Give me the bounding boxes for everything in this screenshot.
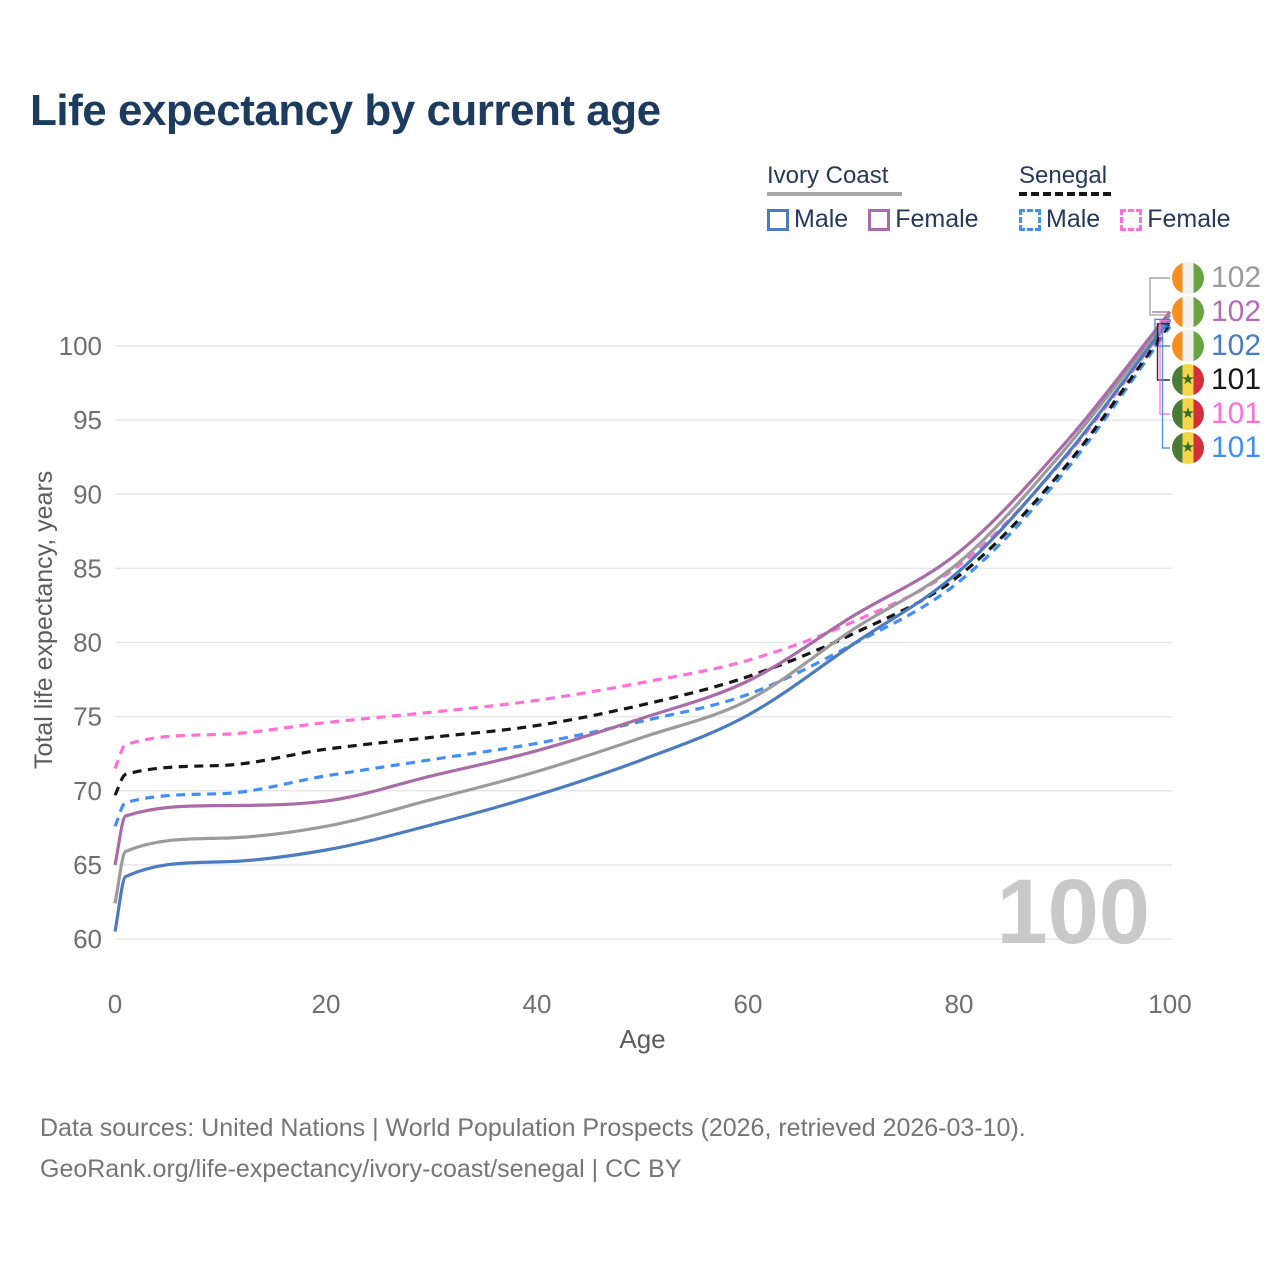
end-label-value: 102: [1211, 329, 1262, 362]
y-tick-label-65: 65: [73, 850, 102, 880]
legend-swatch-solid-blue: [767, 208, 789, 231]
leader-line-senegal-both-sexes: [1156, 323, 1170, 381]
series-line-senegal-both-sexes[interactable]: [113, 322, 1172, 796]
end-label-row-ivory-coast-female: 102: [1172, 295, 1261, 329]
leader-line-senegal-female: [1159, 320, 1170, 415]
end-label-row-senegal-male: ★ 101: [1172, 431, 1261, 465]
leader-line-senegal-male: [1161, 326, 1170, 449]
x-tick-label-20: 20: [312, 989, 341, 1019]
series-end-labels: 102 102 102 ★ 101 ★ 101 ★ 101: [1172, 261, 1261, 465]
series-line-ivory-coast-male[interactable]: [113, 318, 1172, 932]
series-line-ivory-coast-female[interactable]: [113, 310, 1172, 866]
senegal-star-icon: ★: [1181, 438, 1195, 456]
end-label-value: 101: [1211, 363, 1262, 396]
x-tick-label-80: 80: [945, 989, 974, 1019]
legend-item-senegal-female[interactable]: Female: [1120, 205, 1231, 234]
senegal-star-icon: ★: [1181, 404, 1195, 422]
senegal-star-icon: ★: [1181, 370, 1195, 388]
x-tick-label-100: 100: [1148, 989, 1191, 1019]
y-tick-label-75: 75: [73, 702, 102, 732]
legend-item-label: Male: [794, 205, 849, 233]
legend-group-ivory-coast: Ivory Coast Male Female: [767, 163, 999, 234]
y-tick-label-90: 90: [73, 479, 102, 509]
end-label-row-ivory-coast-male: 102: [1172, 329, 1261, 363]
data-sources-line: Data sources: United Nations | World Pop…: [40, 1114, 1026, 1142]
legend-item-ivory-coast-male[interactable]: Male: [767, 205, 848, 234]
x-tick-label-40: 40: [523, 989, 552, 1019]
y-tick-label-85: 85: [73, 553, 102, 583]
x-tick-label-60: 60: [734, 989, 763, 1019]
y-tick-label-60: 60: [73, 924, 102, 954]
y-axis-title: Total life expectancy, years: [30, 470, 58, 770]
legend-group-senegal: Senegal Male Female: [1019, 163, 1251, 234]
legend-country-label: Ivory Coast: [767, 162, 889, 189]
ivory-coast-flag-icon: [1172, 330, 1204, 362]
end-label-row-senegal-both-sexes: ★ 101: [1172, 363, 1261, 397]
end-label-row-ivory-coast-both-sexes: 102: [1172, 261, 1261, 295]
y-tick-label-80: 80: [73, 628, 102, 658]
legend-swatch-solid-purple: [868, 208, 891, 231]
attribution-line: GeoRank.org/life-expectancy/ivory-coast/…: [40, 1155, 682, 1183]
senegal-flag-icon: ★: [1172, 364, 1204, 396]
series-line-senegal-female[interactable]: [113, 319, 1172, 770]
senegal-flag-icon: ★: [1172, 432, 1204, 464]
footer: Data sources: United Nations | World Pop…: [40, 1108, 1026, 1190]
legend-dashed-line-sample: [1019, 192, 1111, 196]
y-tick-label-100: 100: [59, 331, 102, 361]
y-tick-label-95: 95: [73, 405, 102, 435]
legend-solid-line-sample: [767, 192, 902, 196]
legend-country-label: Senegal: [1019, 162, 1108, 189]
x-axis-title: Age: [619, 1024, 666, 1054]
legend-item-ivory-coast-female[interactable]: Female: [868, 205, 979, 234]
series-line-ivory-coast-both-sexes[interactable]: [113, 313, 1172, 904]
end-label-value: 102: [1211, 295, 1262, 328]
end-label-value: 101: [1211, 431, 1262, 464]
end-label-value: 101: [1211, 397, 1262, 430]
x-tick-label-0: 0: [108, 989, 122, 1019]
legend-swatch-dashed-blue: [1019, 208, 1041, 231]
series-line-senegal-male[interactable]: [113, 325, 1172, 827]
page-title: Life expectancy by current age: [30, 86, 661, 135]
legend-item-senegal-male[interactable]: Male: [1019, 205, 1100, 234]
legend-item-label: Female: [1147, 205, 1231, 233]
legend-item-label: Male: [1046, 205, 1101, 233]
legend-swatch-dashed-pink: [1120, 208, 1143, 231]
end-label-row-senegal-female: ★ 101: [1172, 397, 1261, 431]
ivory-coast-flag-icon: [1172, 296, 1204, 328]
ivory-coast-flag-icon: [1172, 262, 1204, 294]
y-tick-label-70: 70: [73, 776, 102, 806]
leader-line-ivory-coast-both-sexes: [1149, 277, 1170, 316]
legend-item-label: Female: [895, 205, 979, 233]
age-watermark: 100: [996, 861, 1151, 963]
end-label-value: 102: [1211, 261, 1262, 294]
senegal-flag-icon: ★: [1172, 398, 1204, 430]
